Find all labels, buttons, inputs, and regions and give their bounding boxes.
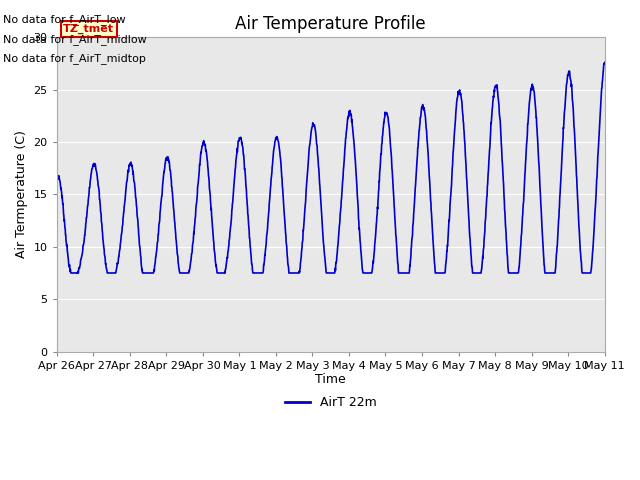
Text: No data for f_AirT_midtop: No data for f_AirT_midtop [3,53,146,64]
Text: TZ_tmet: TZ_tmet [63,24,115,34]
Text: No data for f_AirT_midlow: No data for f_AirT_midlow [3,34,147,45]
X-axis label: Time: Time [316,373,346,386]
Text: No data for f_AirT_low: No data for f_AirT_low [3,14,126,25]
Y-axis label: Air Termperature (C): Air Termperature (C) [15,131,28,258]
Title: Air Temperature Profile: Air Temperature Profile [236,15,426,33]
Legend: AirT 22m: AirT 22m [280,391,381,414]
